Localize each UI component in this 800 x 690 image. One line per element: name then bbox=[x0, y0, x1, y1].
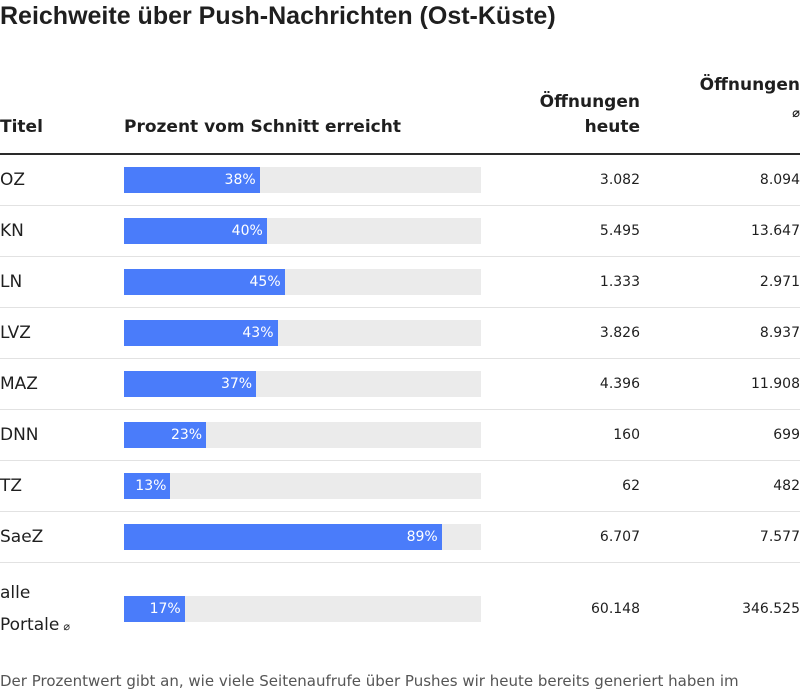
oeffnungen-heute-value: 6.707 bbox=[599, 529, 640, 545]
bar-value-label: 40% bbox=[231, 223, 263, 239]
oeffnungen-heute-value: 3.082 bbox=[599, 172, 640, 188]
row-title: DNN bbox=[0, 425, 39, 445]
row-title: KN bbox=[0, 221, 24, 241]
bar-fill: 17% bbox=[124, 596, 185, 622]
column-header-titel: Titel bbox=[0, 117, 43, 137]
column-header-oeffnungen-heute: Öffnungen heute bbox=[540, 90, 640, 140]
oeffnungen-avg-value: 8.094 bbox=[759, 172, 800, 188]
table-row: KN 40% 5.495 13.647 bbox=[0, 206, 800, 257]
row-title: TZ bbox=[0, 476, 23, 496]
bar-fill: 13% bbox=[124, 473, 171, 499]
oeffnungen-heute-value: 160 bbox=[613, 427, 640, 443]
bar-track: 37% bbox=[124, 371, 481, 397]
bar-value-label: 13% bbox=[135, 478, 167, 494]
oeffnungen-avg-value: 2.971 bbox=[759, 274, 800, 290]
row-title: SaeZ bbox=[0, 527, 44, 547]
bar-track: 13% bbox=[124, 473, 481, 499]
row-title: LN bbox=[0, 272, 23, 292]
table-row: DNN 23% 160 699 bbox=[0, 410, 800, 461]
bar-fill: 43% bbox=[124, 320, 278, 346]
oeffnungen-avg-value: 8.937 bbox=[759, 325, 800, 341]
bar-fill: 23% bbox=[124, 422, 207, 448]
oeffnungen-heute-value: 1.333 bbox=[599, 274, 640, 290]
average-symbol: ⌀ bbox=[792, 106, 800, 121]
oeffnungen-avg-value: 482 bbox=[773, 478, 800, 494]
bar-track: 17% bbox=[124, 596, 481, 622]
bar-value-label: 45% bbox=[249, 274, 281, 290]
oeffnungen-heute-value: 60.148 bbox=[591, 601, 640, 617]
oeffnungen-heute-value: 4.396 bbox=[599, 376, 640, 392]
table-row-total: alle Portale ⌀ 17% 60.148 346.525 bbox=[0, 563, 800, 655]
table-row: LVZ 43% 3.826 8.937 bbox=[0, 308, 800, 359]
oeffnungen-avg-value: 7.577 bbox=[759, 529, 800, 545]
table-row: TZ 13% 62 482 bbox=[0, 461, 800, 512]
column-header-heute-line1: Öffnungen bbox=[539, 92, 640, 112]
table-row: SaeZ 89% 6.707 7.577 bbox=[0, 512, 800, 563]
bar-track: 23% bbox=[124, 422, 481, 448]
bar-value-label: 23% bbox=[170, 427, 203, 443]
oeffnungen-heute-value: 3.826 bbox=[599, 325, 640, 341]
column-header-oeffnungen-avg: Öffnungen ⌀ bbox=[700, 73, 800, 124]
table-row: LN 45% 1.333 2.971 bbox=[0, 257, 800, 308]
column-header-heute-line2: heute bbox=[584, 117, 640, 137]
row-title: OZ bbox=[0, 170, 26, 190]
header-divider bbox=[0, 153, 800, 155]
oeffnungen-heute-value: 5.495 bbox=[599, 223, 640, 239]
row-title-line1: alle bbox=[0, 583, 31, 603]
bar-value-label: 37% bbox=[220, 376, 253, 392]
chart-title: Reichweite über Push-Nachrichten (Ost-Kü… bbox=[0, 2, 556, 30]
bar-fill: 40% bbox=[124, 218, 267, 244]
bar-track: 43% bbox=[124, 320, 481, 346]
row-title: MAZ bbox=[0, 374, 38, 394]
bar-track: 89% bbox=[124, 524, 481, 550]
column-header-prozent: Prozent vom Schnitt erreicht bbox=[124, 117, 401, 137]
oeffnungen-avg-value: 13.647 bbox=[751, 223, 800, 239]
footnote: Der Prozentwert gibt an, wie viele Seite… bbox=[0, 672, 739, 690]
bar-value-label: 89% bbox=[406, 529, 438, 545]
column-header-avg-line1: Öffnungen bbox=[699, 75, 800, 95]
oeffnungen-avg-value: 699 bbox=[773, 427, 800, 443]
oeffnungen-avg-value: 346.525 bbox=[742, 601, 800, 617]
oeffnungen-avg-value: 11.908 bbox=[751, 376, 800, 392]
bar-fill: 37% bbox=[124, 371, 257, 397]
row-title: alle Portale ⌀ bbox=[0, 577, 70, 643]
row-title: LVZ bbox=[0, 323, 31, 343]
bar-value-label: 38% bbox=[224, 172, 256, 188]
bar-track: 40% bbox=[124, 218, 481, 244]
bar-fill: 38% bbox=[124, 167, 260, 193]
row-title-line2-text: Portale bbox=[0, 615, 60, 635]
bar-value-label: 43% bbox=[242, 325, 274, 341]
row-title-line2: Portale ⌀ bbox=[0, 609, 70, 643]
table-row: MAZ 37% 4.396 11.908 bbox=[0, 359, 800, 410]
bar-value-label: 17% bbox=[149, 601, 181, 617]
bar-track: 45% bbox=[124, 269, 481, 295]
bar-fill: 45% bbox=[124, 269, 285, 295]
table-row: OZ 38% 3.082 8.094 bbox=[0, 155, 800, 206]
oeffnungen-heute-value: 62 bbox=[622, 478, 640, 494]
bar-fill: 89% bbox=[124, 524, 442, 550]
average-symbol: ⌀ bbox=[63, 620, 70, 633]
bar-track: 38% bbox=[124, 167, 481, 193]
